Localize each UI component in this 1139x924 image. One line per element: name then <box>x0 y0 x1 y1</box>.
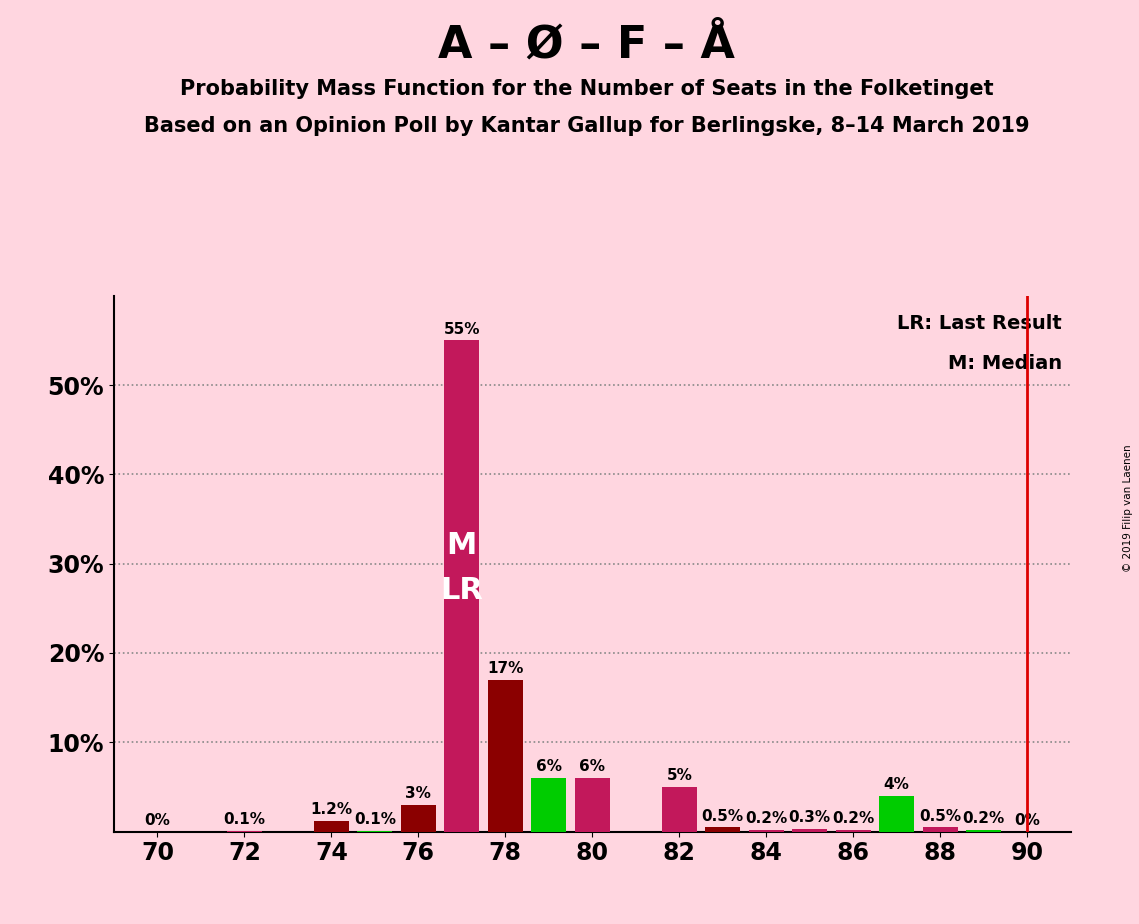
Bar <box>575 778 609 832</box>
Bar <box>532 778 566 832</box>
Bar <box>662 787 697 832</box>
Text: 0.2%: 0.2% <box>962 811 1005 826</box>
Text: 0%: 0% <box>1014 813 1040 828</box>
Text: 3%: 3% <box>405 786 432 801</box>
Text: A – Ø – F – Å: A – Ø – F – Å <box>439 23 735 67</box>
Text: M: Median: M: Median <box>948 354 1062 372</box>
Text: 6%: 6% <box>580 760 605 774</box>
Text: 0.3%: 0.3% <box>788 810 830 825</box>
Text: 0%: 0% <box>145 813 171 828</box>
Text: 5%: 5% <box>666 769 693 784</box>
Text: 55%: 55% <box>443 322 480 336</box>
Bar <box>793 829 827 832</box>
Bar <box>966 830 1001 832</box>
Bar <box>836 830 870 832</box>
Text: LR: Last Result: LR: Last Result <box>898 313 1062 333</box>
Text: 0.2%: 0.2% <box>745 811 787 826</box>
Bar <box>923 827 958 832</box>
Text: 0.5%: 0.5% <box>702 808 744 823</box>
Text: 6%: 6% <box>535 760 562 774</box>
Bar <box>748 830 784 832</box>
Text: LR: LR <box>441 576 483 605</box>
Text: Probability Mass Function for the Number of Seats in the Folketinget: Probability Mass Function for the Number… <box>180 79 993 99</box>
Text: 17%: 17% <box>487 662 524 676</box>
Bar <box>314 821 349 832</box>
Bar <box>487 680 523 832</box>
Text: © 2019 Filip van Laenen: © 2019 Filip van Laenen <box>1123 444 1133 572</box>
Bar <box>401 805 436 832</box>
Text: 0.1%: 0.1% <box>354 812 396 827</box>
Text: Based on an Opinion Poll by Kantar Gallup for Berlingske, 8–14 March 2019: Based on an Opinion Poll by Kantar Gallu… <box>144 116 1030 136</box>
Bar <box>879 796 915 832</box>
Bar <box>705 827 740 832</box>
Text: 0.5%: 0.5% <box>919 808 961 823</box>
Text: 1.2%: 1.2% <box>310 802 352 818</box>
Text: M: M <box>446 531 477 560</box>
Bar <box>444 340 480 832</box>
Text: 0.1%: 0.1% <box>223 812 265 827</box>
Text: 4%: 4% <box>884 777 910 792</box>
Text: 0.2%: 0.2% <box>833 811 875 826</box>
